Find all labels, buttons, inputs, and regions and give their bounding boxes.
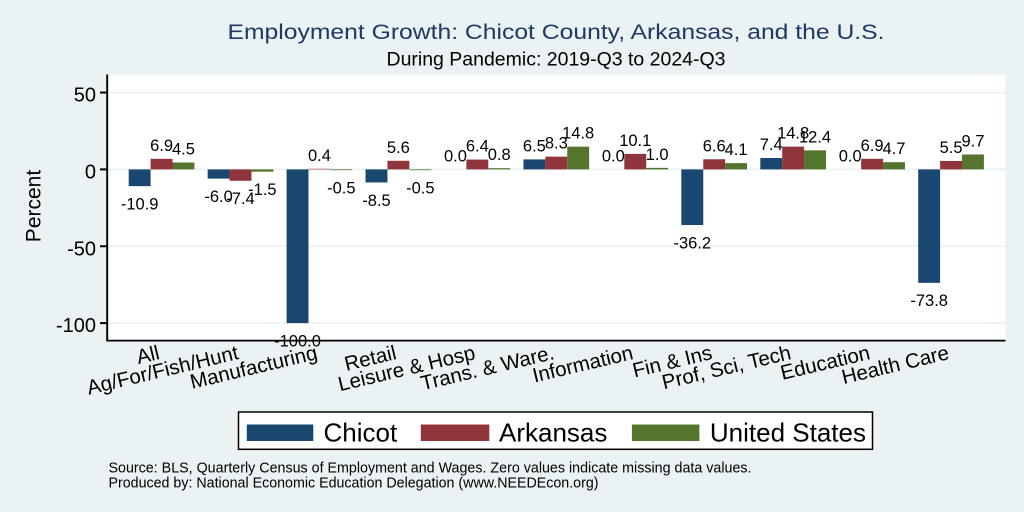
svg-text:6.4: 6.4 (466, 138, 489, 156)
svg-text:0.8: 0.8 (488, 146, 511, 164)
svg-text:-8.5: -8.5 (362, 192, 390, 210)
svg-text:6.9: 6.9 (150, 137, 173, 155)
svg-text:United States: United States (710, 418, 866, 448)
svg-text:All: All (134, 341, 162, 369)
svg-text:Percent: Percent (23, 170, 46, 243)
svg-text:-73.8: -73.8 (910, 292, 948, 310)
svg-text:5.6: 5.6 (387, 139, 410, 157)
svg-text:-100.0: -100.0 (274, 333, 321, 351)
svg-text:-36.2: -36.2 (673, 234, 711, 252)
svg-text:6.5: 6.5 (523, 137, 546, 155)
svg-text:4.5: 4.5 (172, 140, 195, 158)
svg-text:0.0: 0.0 (602, 147, 625, 165)
svg-text:4.1: 4.1 (725, 141, 748, 159)
svg-text:-1.5: -1.5 (248, 181, 276, 199)
svg-text:Source: BLS, Quarterly Census: Source: BLS, Quarterly Census of Employm… (109, 460, 752, 477)
svg-text:0.0: 0.0 (444, 147, 467, 165)
svg-text:14.8: 14.8 (562, 125, 594, 143)
svg-text:0: 0 (85, 161, 96, 183)
svg-text:-6.0: -6.0 (204, 188, 232, 206)
svg-text:12.4: 12.4 (799, 128, 831, 146)
svg-text:0.0: 0.0 (839, 147, 862, 165)
svg-text:Arkansas: Arkansas (499, 418, 607, 448)
svg-text:14.8: 14.8 (777, 125, 809, 143)
svg-text:-0.5: -0.5 (406, 180, 434, 198)
svg-text:-10.9: -10.9 (121, 196, 159, 214)
svg-text:Produced by: National Economic: Produced by: National Economic Education… (109, 474, 599, 491)
svg-text:-50: -50 (67, 238, 96, 260)
svg-text:50: 50 (74, 85, 96, 107)
svg-text:-7.4: -7.4 (226, 190, 254, 208)
svg-text:-0.5: -0.5 (327, 180, 355, 198)
svg-text:6.9: 6.9 (861, 137, 884, 155)
svg-text:During Pandemic: 2019-Q3 to 20: During Pandemic: 2019-Q3 to 2024-Q3 (387, 49, 726, 70)
svg-text:Employment Growth: Chicot Coun: Employment Growth: Chicot County, Arkans… (228, 20, 885, 44)
svg-text:6.6: 6.6 (703, 137, 726, 155)
svg-text:10.1: 10.1 (619, 132, 651, 150)
svg-text:7.4: 7.4 (760, 136, 783, 154)
svg-text:9.7: 9.7 (961, 132, 984, 150)
svg-text:8.3: 8.3 (545, 135, 568, 153)
svg-text:1.0: 1.0 (646, 146, 669, 164)
svg-text:4.7: 4.7 (883, 140, 906, 158)
svg-text:Chicot: Chicot (324, 418, 398, 448)
svg-text:5.5: 5.5 (940, 139, 963, 157)
svg-text:0.4: 0.4 (308, 147, 331, 165)
svg-text:-100: -100 (56, 315, 96, 337)
